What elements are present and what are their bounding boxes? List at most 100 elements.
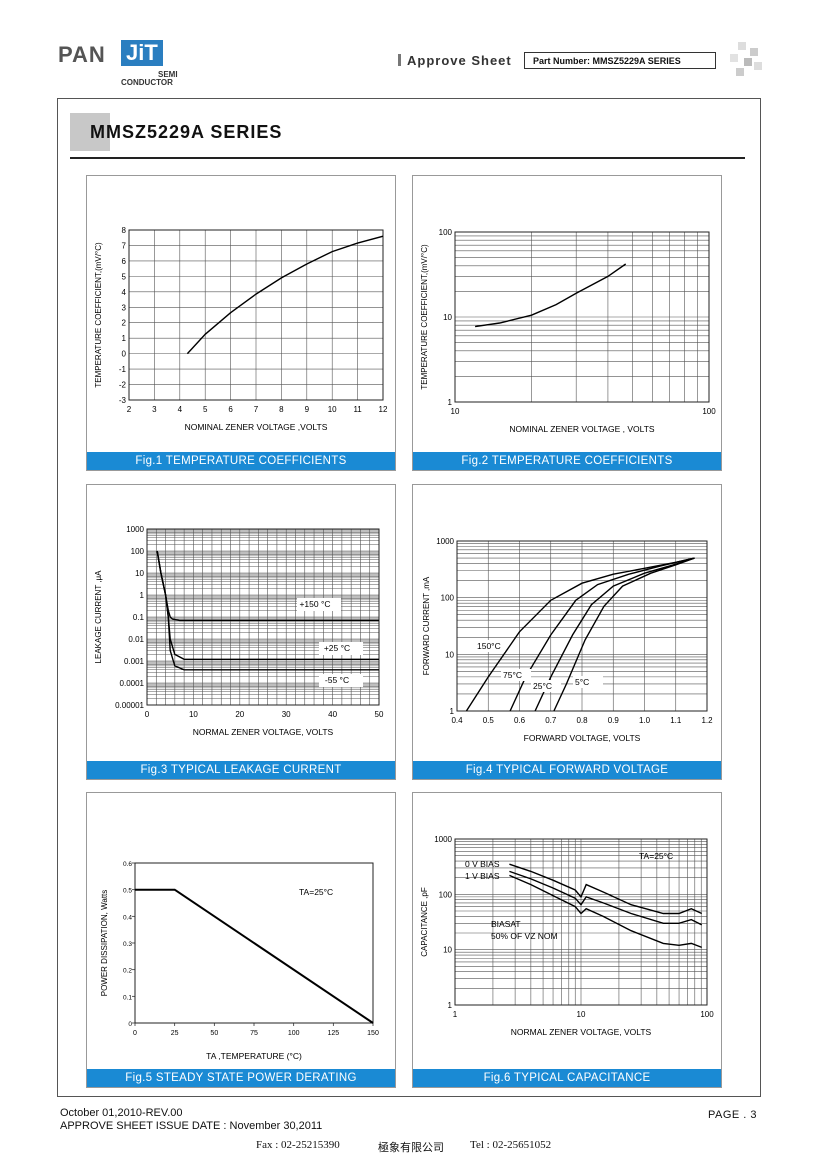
series-line-1 — [156, 550, 379, 622]
x-tick-label: 1.2 — [701, 716, 713, 725]
series-line-3 — [509, 874, 703, 949]
x-axis-label: NORMAL ZENER VOLTAGE, VOLTS — [193, 727, 334, 737]
annotation-label: 1 V BIAS — [465, 871, 500, 881]
series-line-3 — [156, 550, 379, 671]
x-tick-label: 75 — [250, 1030, 258, 1037]
y-tick-label: 0.4 — [123, 914, 132, 921]
series-label: 25°C — [533, 681, 552, 691]
y-tick-label: 0 — [122, 350, 127, 359]
x-axis-label: FORWARD VOLTAGE, VOLTS — [524, 733, 641, 743]
x-tick-label: 0.6 — [514, 716, 526, 725]
x-tick-label: 0.7 — [545, 716, 557, 725]
x-axis-label: NORMAL ZENER VOLTAGE, VOLTS — [511, 1027, 652, 1037]
y-tick-label: 100 — [441, 594, 455, 603]
x-tick-label: 0.4 — [451, 716, 463, 725]
y-tick-label: 0.01 — [128, 635, 144, 644]
figure-panel-5: 0 25 50 75 100 125 150 0 0.1 0.2 0.3 0.4 0.5 0.6 TA ,T… — [86, 792, 396, 1088]
y-tick-label: 0 — [128, 1021, 132, 1028]
series-label-bg — [475, 640, 505, 652]
y-tick-label: 0.5 — [123, 888, 132, 895]
y-tick-label: 10 — [135, 569, 144, 578]
x-tick-label: 11 — [353, 405, 362, 414]
x-tick-label: 2 — [127, 405, 132, 414]
series-label-bg — [531, 680, 561, 692]
x-tick-label: 7 — [254, 405, 259, 414]
y-tick-label: 1 — [448, 398, 453, 407]
annotation-label: BIASAT — [491, 919, 521, 929]
part-number-box: Part Number: MMSZ5229A SERIES — [524, 52, 716, 69]
fig3-chart: 0 10 20 30 40 50 0.00001 0.0001 0.001 0.01 0.1 1 10 1… — [94, 525, 384, 737]
y-tick-label: 2 — [122, 319, 127, 328]
y-tick-label: 0.2 — [123, 968, 132, 975]
figure-panel-4: 0.4 0.5 0.6 0.7 0.8 0.9 1.0 1.1 1.2 1 10 100 1000 FOR… — [412, 484, 722, 780]
series-line-1 — [186, 235, 384, 355]
fig5-chart: 0 25 50 75 100 125 150 0 0.1 0.2 0.3 0.4 0.5 0.6 TA ,T… — [100, 861, 379, 1061]
x-tick-label: 50 — [210, 1030, 218, 1037]
annotation-label: +25 °C — [324, 643, 350, 653]
annotation-label: TA=25°C — [299, 887, 333, 897]
y-tick-label: 10 — [443, 946, 452, 955]
y-tick-label: 4 — [122, 288, 127, 297]
plot-area-frame — [454, 838, 708, 1006]
series-label: 75°C — [503, 670, 522, 680]
footer-issue-date: APPROVE SHEET ISSUE DATE : November 30,2… — [60, 1120, 323, 1132]
y-tick-label: 1000 — [126, 525, 144, 534]
y-tick-label: 0.6 — [123, 861, 132, 868]
x-axis-label: NOMINAL ZENER VOLTAGE ,VOLTS — [185, 422, 328, 432]
series-label: 5°C — [575, 677, 589, 687]
annotation-label: 0 V BIAS — [465, 859, 500, 869]
series-line-1 — [465, 557, 695, 712]
y-tick-label: 3 — [122, 303, 127, 312]
figure-panel-6: 1 10 100 1 10 100 1000 NORMAL ZENER VOLTAGE, VO… — [412, 792, 722, 1088]
y-tick-label: 0.1 — [123, 994, 132, 1001]
y-axis-label: FORWARD CURRENT ,mA — [422, 576, 431, 675]
y-tick-label: 8 — [122, 226, 127, 235]
footer-date-rev: October 01,2010-REV.00 — [60, 1107, 183, 1119]
page-title: MMSZ5229A SERIES — [90, 122, 283, 142]
y-tick-label: 0.3 — [123, 941, 132, 948]
annotation-label: +150 °C — [299, 599, 330, 609]
y-tick-label: 100 — [439, 890, 453, 899]
series-label-bg — [501, 669, 531, 681]
x-tick-label: 3 — [152, 405, 157, 414]
x-tick-label: 40 — [328, 710, 337, 719]
x-tick-label: 0.5 — [483, 716, 495, 725]
fig6-chart: 1 10 100 1 10 100 1000 NORMAL ZENER VOLTAGE, VO… — [420, 835, 714, 1037]
annotation-bg — [319, 674, 363, 687]
panjit-logo: PAN JiT SEMI CONDUCTOR — [58, 40, 178, 88]
y-tick-label: 0.1 — [133, 613, 145, 622]
x-tick-label: 0 — [133, 1030, 137, 1037]
series-line-3 — [534, 557, 695, 712]
x-tick-label: 1.1 — [670, 716, 682, 725]
x-tick-label: 50 — [375, 710, 384, 719]
series-line-4 — [553, 557, 695, 712]
logo-conductor-text: CONDUCTOR — [121, 78, 173, 87]
page-number: PAGE . 3 — [708, 1109, 758, 1121]
y-tick-label: -1 — [119, 365, 127, 374]
logo-semi-text: SEMI — [158, 70, 178, 79]
x-tick-label: 8 — [279, 405, 284, 414]
series-line-1 — [474, 263, 627, 328]
figure-panel-3: 0 10 20 30 40 50 0.00001 0.0001 0.001 0.01 0.1 1 10 1… — [86, 484, 396, 780]
y-tick-label: 0.00001 — [115, 701, 144, 710]
decorative-squares-icon — [730, 42, 762, 76]
x-axis-label: TA ,TEMPERATURE (°C) — [206, 1051, 302, 1061]
y-tick-label: -3 — [119, 396, 127, 405]
y-tick-label: 0.0001 — [120, 679, 145, 688]
series-line-1 — [509, 863, 703, 915]
footer-company: 極象有限公司 — [378, 1142, 444, 1154]
series-line-2 — [509, 870, 703, 926]
logo-pan-text: PAN — [58, 42, 106, 67]
logo-jit-text: JiT — [121, 40, 163, 66]
y-tick-label: 10 — [445, 650, 454, 659]
content-frame — [57, 98, 761, 1097]
x-tick-label: 4 — [178, 405, 183, 414]
x-tick-label: 0.9 — [608, 716, 620, 725]
x-tick-label: 0 — [145, 710, 150, 719]
annotation-label: TA=25°C — [639, 851, 673, 861]
x-tick-label: 125 — [327, 1030, 339, 1037]
x-tick-label: 10 — [577, 1010, 586, 1019]
plot-area-frame — [134, 862, 374, 1024]
x-tick-label: 1.0 — [639, 716, 651, 725]
